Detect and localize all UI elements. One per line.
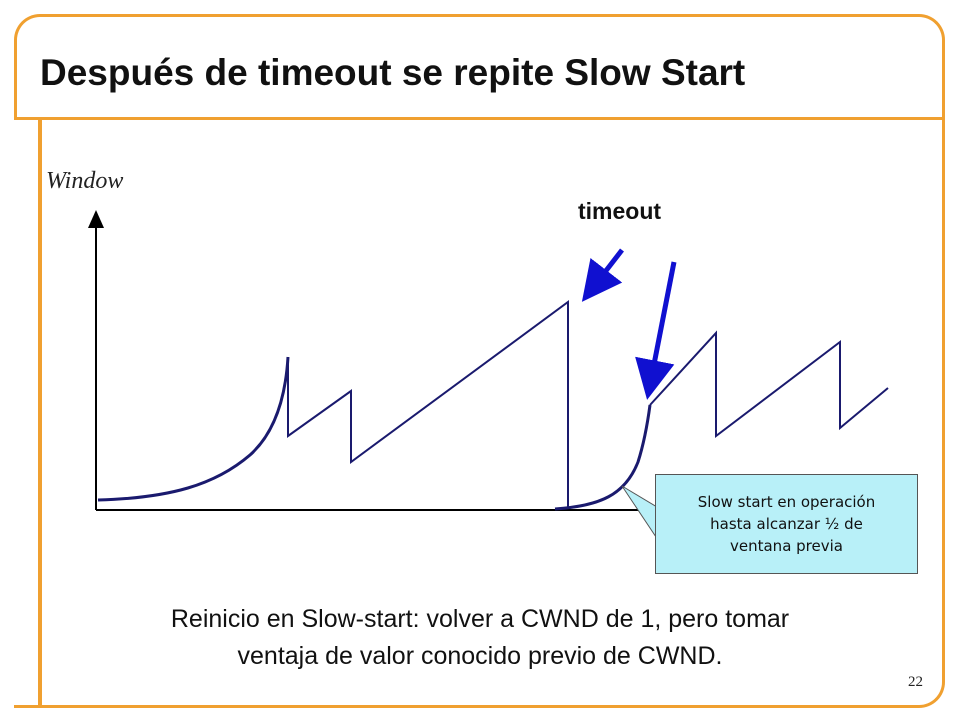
- post-timeout-slow-start-curve: [554, 404, 652, 511]
- initial-slow-start-curve: [97, 356, 290, 502]
- caption-line-1: Reinicio en Slow-start: volver a CWND de…: [170, 605, 790, 633]
- sawtooth-segments: [287, 300, 889, 509]
- timeout-label: timeout: [578, 198, 662, 224]
- slow-start-arrow: [635, 261, 677, 400]
- aimd-sawtooth-after-timeout: [649, 330, 889, 439]
- caption-line-2: ventaja de valor conocido previo de CWND…: [237, 642, 723, 670]
- page-number: 22: [908, 674, 923, 690]
- callout-text: Slow start en operación hasta alcanzar ½…: [667, 491, 907, 557]
- timeout-arrows: [581, 248, 677, 400]
- slide-frame-top: [14, 14, 945, 118]
- slide-caption: Reinicio en Slow-start: volver a CWND de…: [60, 601, 900, 675]
- aimd-sawtooth-before-timeout: [287, 300, 569, 509]
- timeout-arrow: [581, 248, 624, 302]
- axes: [88, 210, 680, 511]
- callout-line-3: ventana previa: [730, 537, 843, 555]
- title-divider: [14, 117, 945, 120]
- callout-box: Slow start en operación hasta alcanzar ½…: [655, 474, 918, 574]
- slide-title: Después de timeout se repite Slow Start: [40, 52, 746, 93]
- slow-start-curves: [97, 356, 652, 511]
- callout-line-1: Slow start en operación: [697, 493, 876, 511]
- y-axis-label: Window: [46, 168, 124, 194]
- slide-left-bar: [38, 120, 42, 708]
- slide-frame-body: [14, 117, 945, 708]
- callout-line-2: hasta alcanzar ½ de: [710, 515, 863, 533]
